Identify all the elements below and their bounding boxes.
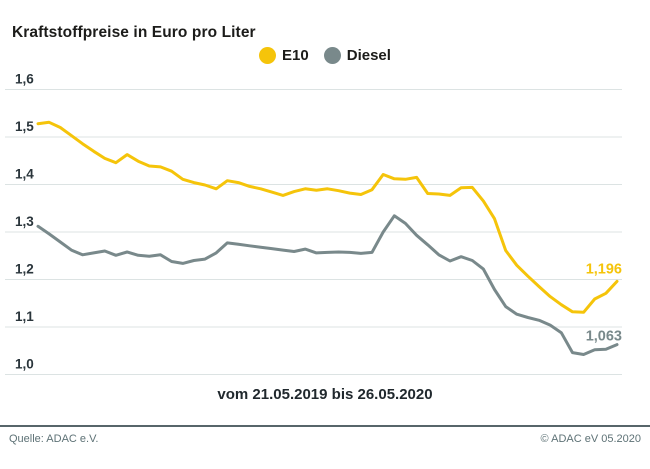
e10-line [36,120,619,314]
chart-legend: E10 Diesel [0,47,650,64]
legend-label-e10: E10 [282,47,309,64]
y-tick-label: 1,6 [15,72,34,87]
legend-item-e10: E10 [259,47,309,64]
e10-dot-icon [259,47,277,64]
y-tick-label: 1,1 [15,309,34,324]
footer: Quelle: ADAC e.V. © ADAC eV 05.2020 [0,425,650,445]
diesel-end-label: 1,063 [586,329,622,345]
page-title: Kraftstoffpreise in Euro pro Liter [12,24,256,41]
diesel-line [36,214,619,356]
diesel-dot-icon [323,47,341,64]
legend-label-diesel: Diesel [346,47,391,64]
x-axis-label: vom 21.05.2019 bis 26.05.2020 [217,386,433,403]
legend-item-diesel: Diesel [323,47,391,64]
y-tick-label: 1,2 [15,262,34,277]
copyright-text: © ADAC eV 05.2020 [540,433,641,445]
source-text: Quelle: ADAC e.V. [9,433,99,445]
y-tick-label: 1,0 [15,357,34,372]
y-tick-label: 1,4 [15,167,34,182]
y-tick-label: 1,3 [15,214,34,229]
y-tick-label: 1,5 [15,119,34,134]
e10-end-label: 1,196 [586,261,622,277]
